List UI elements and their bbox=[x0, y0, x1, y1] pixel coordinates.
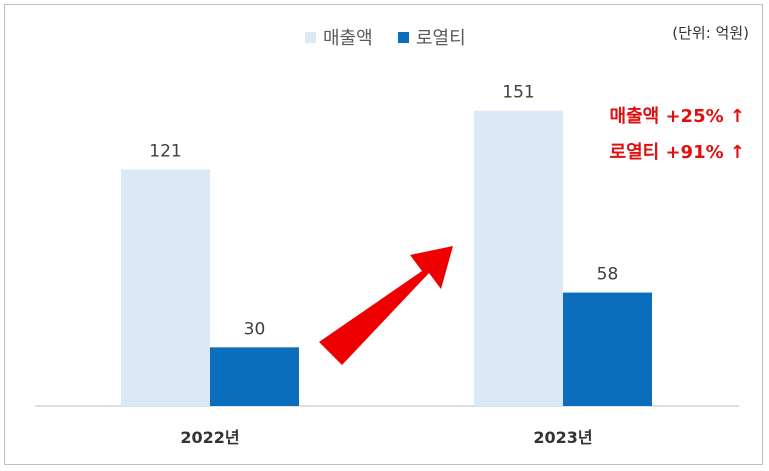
sales-growth-annotation: 매출액 +25% ↑ bbox=[610, 106, 745, 127]
royalty-growth-annotation: 로열티 +91% ↑ bbox=[610, 142, 745, 163]
legend-swatch-sales bbox=[305, 32, 316, 43]
bar-sales-1 bbox=[474, 110, 563, 406]
x-tick-label-1: 2023년 bbox=[533, 428, 592, 447]
data-label-royalty-0: 30 bbox=[244, 319, 266, 339]
chart-area: 121 30 2022년 151 58 2023년 매출액 로열티 (단위: 억원) 매출액… bbox=[35, 24, 749, 447]
unit-label: (단위: 억원) bbox=[672, 24, 749, 42]
data-label-sales-1: 151 bbox=[502, 83, 534, 103]
x-tick-label-0: 2022년 bbox=[180, 428, 239, 447]
bar-royalty-1 bbox=[563, 292, 652, 406]
bar-sales-0 bbox=[121, 169, 210, 406]
increase-arrow-icon bbox=[319, 246, 453, 365]
data-label-royalty-1: 58 bbox=[597, 265, 619, 285]
legend-label-royalty: 로열티 bbox=[416, 28, 466, 49]
data-label-sales-0: 121 bbox=[149, 141, 181, 161]
bar-royalty-0 bbox=[210, 347, 299, 406]
legend-label-sales: 매출액 bbox=[323, 28, 373, 49]
chart-frame: 121 30 2022년 151 58 2023년 매출액 로열티 (단위: 억원) 매출액… bbox=[4, 4, 763, 465]
legend-swatch-royalty bbox=[398, 32, 409, 43]
